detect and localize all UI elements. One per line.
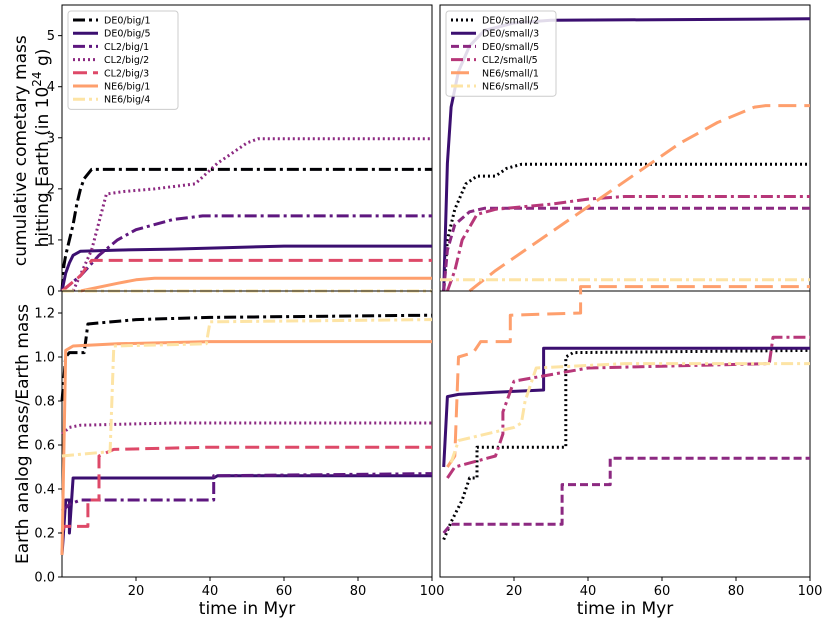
y-tick-label: 1.2 [34, 307, 55, 322]
y-tick-label: 1.0 [34, 351, 55, 366]
ylabel-top-line2: hitting Earth (in 1024 g) [30, 49, 53, 248]
series-line-de0-small-2 [442, 162, 810, 292]
series-line-de0-big-1 [60, 167, 432, 292]
y-tick-label: 5 [47, 29, 55, 44]
series-line-cl2-big-1 [61, 214, 432, 293]
series-line-de0-big-5 [60, 244, 432, 292]
panel-frame [61, 290, 433, 578]
series-line-de0-small-5 [442, 456, 810, 534]
xlabel-right: time in Myr [577, 599, 673, 619]
x-tick-label: 40 [202, 584, 219, 599]
xlabel-left: time in Myr [199, 599, 295, 619]
series-line-ne6-small-1 [446, 285, 810, 468]
y-tick-label: 2 [47, 182, 55, 197]
y-tick-label: 0.6 [34, 439, 55, 454]
legend-label: DE0/small/3 [482, 29, 539, 40]
series-line-cl2-big-2 [71, 137, 432, 292]
x-tick-label: 60 [276, 584, 293, 599]
legend-label: NE6/big/4 [104, 95, 150, 106]
legend-label: DE0/big/1 [104, 16, 151, 27]
y-tick-label: 0.8 [34, 395, 55, 410]
y-tick-label: 0.4 [34, 483, 55, 498]
x-tick-label: 60 [654, 584, 671, 599]
y-tick-label: 0 [47, 285, 55, 300]
x-tick-label: 20 [128, 584, 145, 599]
y-tick-label: 0.2 [34, 527, 55, 542]
ylabel-top: cumulative cometary mass hitting Earth (… [11, 30, 53, 266]
series-line-ne6-big-1 [80, 276, 432, 293]
series-line-de0-big-5 [60, 474, 432, 556]
x-tick-label: 100 [798, 584, 823, 599]
series-line-ne6-big-4 [61, 318, 433, 458]
legend-label: CL2/big/2 [104, 55, 149, 66]
panel-frame [439, 290, 811, 578]
panel-bottom-right: 20 40 60 80 100 [439, 285, 823, 599]
series-line-cl2-small-5 [445, 195, 810, 292]
x-tick-label: 100 [420, 584, 445, 599]
series-line-cl2-big-3 [61, 258, 432, 293]
legend-label: CL2/big/1 [104, 42, 149, 53]
y-tick-label: 0.0 [34, 571, 55, 586]
y-tick-label: 4 [47, 80, 55, 95]
series-line-ne6-small-5 [449, 362, 810, 464]
legend-label: DE0/small/2 [482, 16, 539, 27]
series-line-cl2-big-2 [61, 421, 432, 436]
x-tick-label: 40 [580, 584, 597, 599]
y-tick-label: 1 [47, 233, 55, 248]
series-line-cl2-big-3 [60, 445, 432, 534]
legend-label: CL2/small/5 [482, 55, 538, 66]
series-line-ne6-big-1 [60, 340, 432, 556]
x-tick-label: 80 [350, 584, 367, 599]
legend-label: NE6/small/5 [482, 82, 539, 93]
legend-label: DE0/big/5 [104, 29, 151, 40]
x-tick-label: 20 [506, 584, 523, 599]
legend-label: DE0/small/5 [482, 42, 539, 53]
x-tick-label: 80 [728, 584, 745, 599]
panel-bottom-left: 0.0 0.2 0.4 0.6 0.8 1.0 1.2 20 40 60 80 100 [34, 290, 445, 599]
y-tick-label: 3 [47, 131, 55, 146]
legend-label: CL2/big/3 [104, 68, 149, 79]
ylabel-top-line1: cumulative cometary mass [11, 35, 31, 266]
series-line-de0-big-1 [60, 313, 433, 402]
ylabel-bottom: Earth analog mass/Earth mass [13, 304, 33, 564]
legend-label: NE6/big/1 [104, 82, 150, 93]
series-line-cl2-small-5 [446, 335, 810, 479]
series-line-de0-small-5 [442, 206, 810, 292]
legend-label: NE6/small/1 [482, 68, 539, 79]
series-line-de0-small-2 [442, 348, 811, 541]
series-line-cl2-big-1 [61, 472, 433, 513]
series-line-de0-small-3 [442, 346, 810, 468]
series-line-ne6-small-1 [468, 104, 810, 293]
